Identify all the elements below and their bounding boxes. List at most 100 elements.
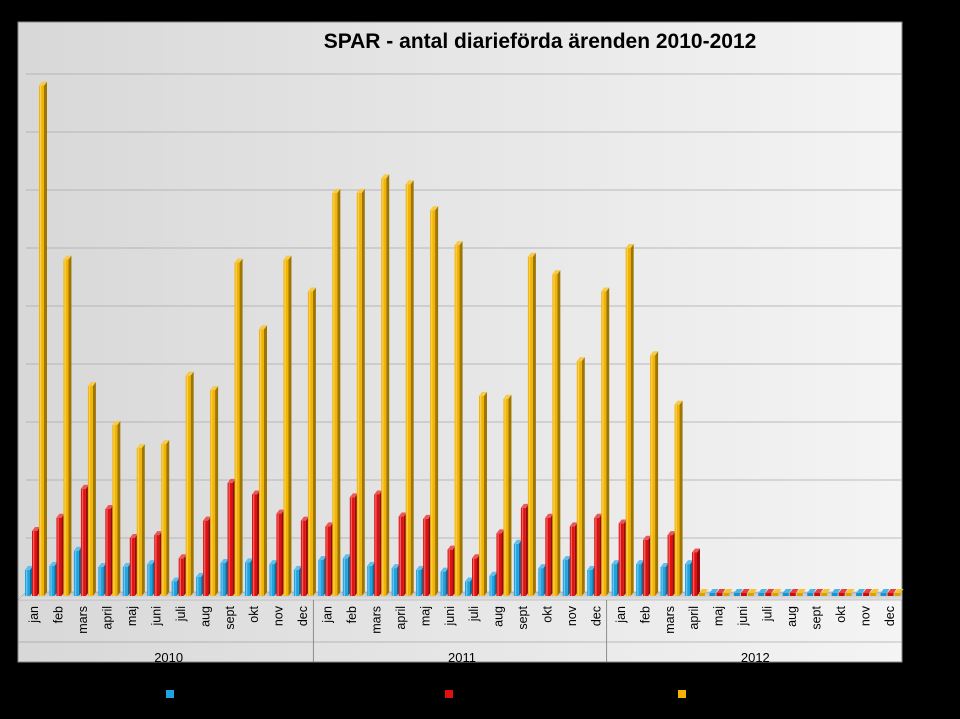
bar bbox=[513, 539, 522, 596]
x-tick-label: sept bbox=[516, 605, 530, 629]
x-tick-label: dec bbox=[883, 606, 897, 626]
bar bbox=[733, 589, 743, 596]
bar bbox=[723, 589, 733, 596]
bar bbox=[171, 577, 180, 596]
x-tick-label: juni bbox=[149, 606, 163, 626]
bar bbox=[349, 493, 358, 596]
bar bbox=[765, 589, 775, 596]
bar bbox=[276, 509, 285, 596]
bar bbox=[667, 531, 676, 596]
bar bbox=[545, 513, 554, 596]
bar bbox=[625, 244, 634, 596]
bar bbox=[63, 255, 72, 596]
x-tick-label: juni bbox=[736, 606, 750, 626]
bar bbox=[32, 527, 40, 596]
bar bbox=[252, 490, 260, 596]
bar bbox=[856, 589, 866, 596]
bar bbox=[398, 512, 407, 596]
x-tick-label: juli bbox=[761, 606, 775, 622]
bar bbox=[496, 529, 505, 596]
year-label: 2011 bbox=[448, 650, 476, 665]
bar bbox=[699, 589, 708, 596]
x-tick-label: nov bbox=[858, 605, 872, 626]
x-tick-label: mars bbox=[663, 606, 677, 634]
gridlines bbox=[26, 73, 902, 539]
bar bbox=[454, 241, 463, 596]
bar bbox=[374, 490, 383, 596]
y-tick-label: 0 bbox=[906, 596, 913, 611]
x-tick-label: okt bbox=[541, 605, 555, 622]
x-tick-label: nov bbox=[565, 605, 579, 626]
bar bbox=[520, 503, 529, 596]
bar bbox=[845, 589, 855, 596]
bar bbox=[154, 531, 163, 596]
x-axis-month-labels: jan feb mars april maj juni juli aug sept okt nov d… bbox=[27, 605, 897, 634]
bar bbox=[245, 558, 253, 596]
bar bbox=[660, 563, 669, 596]
x-tick-label: feb bbox=[52, 606, 66, 623]
y-tick-label: 700 bbox=[906, 182, 928, 197]
bar bbox=[210, 386, 219, 596]
bar bbox=[269, 560, 278, 596]
bar bbox=[234, 258, 243, 596]
bar bbox=[283, 255, 292, 596]
bar bbox=[342, 554, 351, 596]
bar bbox=[650, 351, 659, 596]
bar bbox=[416, 565, 425, 596]
bar bbox=[325, 522, 334, 596]
y-tick-label: 600 bbox=[906, 240, 928, 255]
bar bbox=[538, 564, 547, 596]
y-tick-label: 400 bbox=[906, 356, 928, 371]
bar bbox=[49, 561, 58, 596]
bar bbox=[80, 484, 89, 596]
x-tick-label: mars bbox=[369, 606, 383, 634]
bar bbox=[587, 565, 596, 596]
legend-item: Urval mm, 3 § 2p SparL (912x) bbox=[445, 687, 634, 702]
bar bbox=[758, 589, 768, 596]
bars bbox=[25, 81, 904, 597]
bar bbox=[685, 560, 693, 596]
bar bbox=[293, 565, 302, 596]
y-tick-label: 300 bbox=[906, 414, 928, 429]
x-tick-label: jan bbox=[321, 606, 335, 624]
x-tick-label: juli bbox=[467, 606, 481, 622]
bar bbox=[220, 558, 229, 596]
x-tick-label: sept bbox=[809, 605, 823, 629]
bar bbox=[307, 287, 316, 596]
legend-label: Aktualisering mm, 3 § 1p SparL (911x) bbox=[178, 687, 398, 702]
bar bbox=[147, 560, 156, 596]
x-tick-label: juli bbox=[174, 606, 188, 622]
bar bbox=[136, 444, 145, 596]
bar bbox=[814, 589, 824, 596]
y-axis-ticks: 0 100 200 300 400 500 600 700 800 900 bbox=[906, 66, 928, 611]
x-tick-label: feb bbox=[638, 606, 652, 623]
bar bbox=[203, 516, 212, 596]
bar bbox=[821, 589, 831, 596]
bar bbox=[472, 554, 480, 596]
legend-swatch bbox=[166, 690, 174, 698]
bar bbox=[618, 519, 627, 596]
bar bbox=[129, 534, 138, 596]
x-tick-label: sept bbox=[223, 605, 237, 629]
bar bbox=[831, 589, 841, 596]
x-tick-label: okt bbox=[834, 605, 848, 622]
x-tick-label: april bbox=[687, 606, 701, 630]
bar bbox=[405, 180, 414, 596]
legend-label: Urval mm, 3 § 2p SparL (912x) bbox=[457, 687, 634, 702]
bar bbox=[636, 560, 645, 596]
bar bbox=[747, 589, 757, 596]
x-tick-label: jan bbox=[614, 606, 628, 624]
x-tick-label: maj bbox=[418, 606, 432, 626]
bar bbox=[870, 589, 880, 596]
bar bbox=[863, 589, 873, 596]
y-tick-label: 900 bbox=[906, 66, 928, 81]
bar bbox=[98, 563, 107, 596]
y-tick-label: 100 bbox=[906, 530, 928, 545]
x-tick-label: april bbox=[394, 606, 408, 630]
bar bbox=[887, 589, 897, 596]
bar bbox=[196, 572, 205, 596]
legend-item: Aktualisering mm, 3 § 1p SparL (911x) bbox=[166, 687, 398, 702]
bar bbox=[423, 514, 432, 596]
bar bbox=[807, 589, 817, 596]
y-tick-label: 800 bbox=[906, 124, 928, 139]
